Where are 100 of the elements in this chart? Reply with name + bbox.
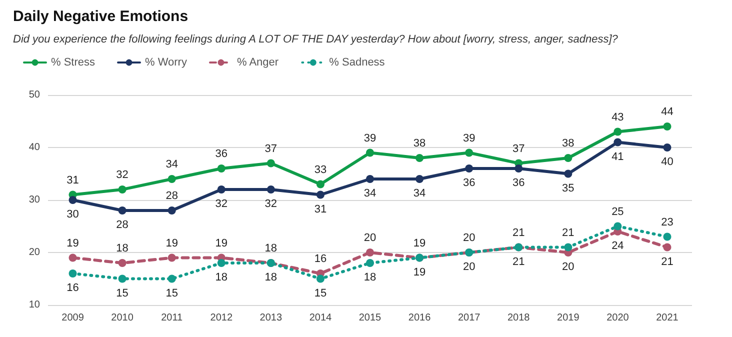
data-label: 32 (264, 198, 278, 210)
legend-label: % Worry (145, 56, 188, 68)
data-label: 19 (413, 237, 426, 250)
point (366, 259, 374, 267)
x-tick-label: 2016 (408, 312, 432, 324)
data-label: 28 (116, 219, 128, 231)
point (614, 222, 622, 230)
point (416, 175, 424, 183)
point (118, 186, 126, 194)
x-tick-label: 2020 (606, 312, 630, 324)
data-label: 37 (512, 142, 525, 155)
point (168, 254, 176, 262)
data-label: 19 (413, 266, 426, 278)
x-tick-label: 2021 (656, 312, 679, 324)
point (118, 206, 126, 214)
data-label: 20 (462, 232, 476, 244)
data-label: 35 (562, 182, 574, 194)
data-label: 19 (215, 237, 228, 250)
point (564, 243, 572, 252)
data-label: 38 (413, 138, 426, 150)
legend-label: % Anger (236, 56, 279, 68)
data-label: 32 (215, 198, 228, 210)
point (366, 248, 374, 256)
point (663, 122, 672, 130)
point (614, 128, 622, 136)
point (316, 274, 324, 283)
point (168, 274, 176, 283)
chart-title: Daily Negative Emotions (13, 8, 188, 25)
data-label: 21 (512, 256, 525, 268)
point (168, 175, 176, 183)
data-label: 25 (612, 206, 624, 218)
data-label: 31 (66, 174, 79, 186)
x-tick-label: 2012 (210, 312, 233, 324)
data-label: 21 (512, 226, 525, 239)
point (217, 164, 226, 172)
point (663, 232, 672, 241)
data-label: 38 (562, 138, 574, 150)
point (614, 138, 622, 146)
point (118, 274, 126, 283)
data-label: 19 (166, 237, 178, 250)
data-label: 34 (364, 188, 376, 200)
y-tick-label: 40 (28, 142, 40, 153)
point (416, 154, 424, 162)
data-label: 36 (215, 148, 228, 160)
data-label: 16 (314, 253, 327, 265)
x-tick-label: 2018 (507, 312, 530, 324)
point (465, 148, 474, 157)
data-label: 36 (512, 177, 525, 189)
point (266, 159, 275, 168)
point (118, 259, 126, 267)
data-label: 20 (462, 261, 476, 273)
data-label: 31 (314, 203, 327, 216)
data-label: 34 (413, 188, 426, 200)
data-label: 23 (661, 216, 674, 228)
x-tick-label: 2017 (458, 312, 481, 324)
y-tick-label: 20 (28, 247, 40, 258)
point (68, 196, 77, 204)
data-label: 40 (661, 156, 674, 168)
x-tick-label: 2019 (557, 312, 580, 324)
point (168, 206, 176, 214)
data-label: 15 (116, 287, 128, 300)
point (68, 270, 77, 278)
x-tick-label: 2010 (111, 312, 134, 324)
data-label: 18 (116, 242, 128, 254)
data-label: 21 (661, 256, 674, 268)
y-tick-label: 10 (28, 300, 40, 310)
data-label: 39 (364, 132, 376, 144)
data-label: 18 (215, 272, 228, 284)
point (564, 154, 572, 162)
data-label: 36 (462, 177, 476, 189)
data-label: 15 (166, 287, 178, 300)
data-label: 32 (116, 169, 128, 181)
x-tick-label: 2014 (309, 312, 332, 324)
point (564, 170, 572, 178)
data-label: 20 (364, 232, 376, 244)
x-tick-label: 2015 (358, 312, 382, 324)
point (514, 164, 523, 172)
point (316, 190, 324, 199)
data-label: 41 (612, 150, 624, 163)
data-label: 19 (66, 237, 79, 250)
point (217, 259, 226, 267)
point (663, 243, 672, 252)
data-label: 20 (562, 261, 574, 273)
data-label: 15 (314, 287, 327, 300)
point (465, 164, 474, 172)
data-label: 18 (364, 272, 376, 284)
data-label: 16 (66, 282, 79, 294)
data-label: 43 (612, 111, 624, 124)
y-tick-label: 50 (28, 90, 40, 100)
point (366, 175, 374, 183)
data-label: 37 (264, 142, 278, 155)
data-label: 33 (314, 164, 327, 176)
x-tick-label: 2011 (161, 312, 184, 324)
point (663, 144, 672, 152)
legend-label: % Sadness (329, 56, 386, 68)
point (217, 186, 226, 194)
data-label: 21 (562, 226, 574, 239)
data-label: 28 (166, 190, 178, 202)
data-label: 34 (166, 158, 178, 170)
chart-subtitle: Did you experience the following feelings during A LOT OF THE DAY yesterday? How about [worry, stress, anger, sadness]? (13, 34, 619, 46)
